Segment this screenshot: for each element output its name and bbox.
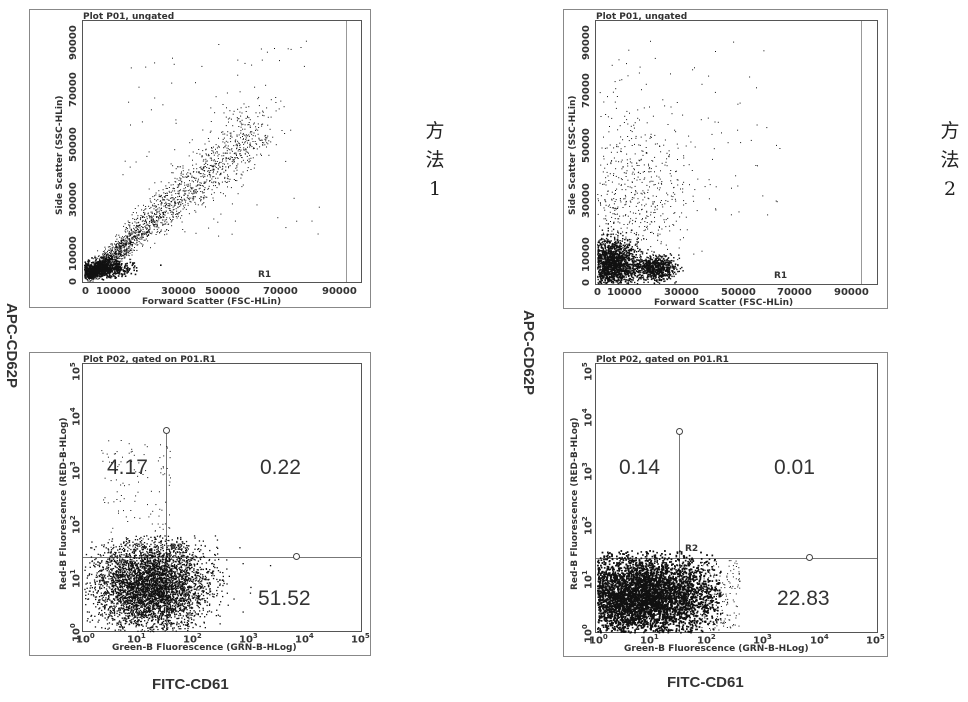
log-y-tick: 101 xyxy=(581,570,594,589)
log-x-tick: 105 xyxy=(351,632,370,645)
y-tick: 70000 xyxy=(581,73,592,108)
method-char: 法 xyxy=(422,146,448,175)
log-y-tick: 105 xyxy=(581,362,594,381)
r1-gate-line xyxy=(861,21,862,284)
method-char: 法 xyxy=(937,146,963,175)
log-x-tick: 104 xyxy=(810,633,829,646)
gate-handle-icon[interactable] xyxy=(806,554,813,561)
x-tick: 90000 xyxy=(834,287,869,298)
quadrant-upper-left-value: 4.17 xyxy=(107,456,148,480)
log-y-tick: 100 xyxy=(69,623,82,642)
method-char: 方 xyxy=(937,117,963,146)
method-char: 方 xyxy=(422,117,448,146)
region-r1-label: R1 xyxy=(774,271,787,281)
log-y-tick: 100 xyxy=(581,624,594,643)
y-side-label-right: APC-CD62P xyxy=(520,310,537,395)
log-x-tick: 102 xyxy=(697,633,716,646)
y-tick: 0 xyxy=(581,279,592,286)
quad-y-axis-title: Red-B Fluorescence (RED-B-HLog) xyxy=(570,417,580,590)
y-tick: 90000 xyxy=(581,25,592,60)
log-y-tick: 103 xyxy=(581,462,594,481)
x-tick: 10000 xyxy=(96,286,131,297)
y-tick: 10000 xyxy=(581,237,592,272)
log-y-tick: 104 xyxy=(581,408,594,427)
x-tick: 0 xyxy=(82,286,89,297)
quad-horizontal-gate xyxy=(596,558,877,559)
log-y-tick: 104 xyxy=(69,407,82,426)
x-tick: 70000 xyxy=(777,287,812,298)
r1-gate-line xyxy=(346,21,347,282)
log-y-tick: 105 xyxy=(69,362,82,381)
quadrant-lower-right-value: 51.52 xyxy=(258,587,311,611)
log-x-tick: 101 xyxy=(127,632,146,645)
x-bottom-label-right: FITC-CD61 xyxy=(667,674,744,691)
quadrant-upper-left-value: 0.14 xyxy=(619,456,660,480)
y-tick: 50000 xyxy=(581,128,592,163)
scatter-plot-area-1 xyxy=(82,20,362,283)
log-y-tick: 102 xyxy=(69,515,82,534)
quadrant-upper-right-value: 0.01 xyxy=(774,456,815,480)
scatter-x-axis-title: Forward Scatter (FSC-HLin) xyxy=(654,298,793,308)
log-x-tick: 104 xyxy=(295,632,314,645)
scatter-x-axis-title: Forward Scatter (FSC-HLin) xyxy=(142,297,281,307)
x-tick: 70000 xyxy=(263,286,298,297)
quad-vertical-gate xyxy=(679,430,680,633)
x-tick: 30000 xyxy=(664,287,699,298)
region-r2-label: R2 xyxy=(170,543,183,553)
scatter-y-axis-title: Side Scatter (SSC-HLin) xyxy=(568,95,578,215)
log-x-tick: 102 xyxy=(183,632,202,645)
y-tick: 30000 xyxy=(68,182,79,217)
gate-handle-icon[interactable] xyxy=(676,428,683,435)
gate-handle-icon[interactable] xyxy=(163,427,170,434)
quad-y-axis-title: Red-B Fluorescence (RED-B-HLog) xyxy=(59,417,69,590)
method-2-label: 方 法 2 xyxy=(937,117,963,204)
quad-horizontal-gate xyxy=(83,557,362,558)
log-x-tick: 105 xyxy=(866,633,885,646)
x-tick: 30000 xyxy=(161,286,196,297)
y-tick: 50000 xyxy=(68,127,79,162)
x-tick: 90000 xyxy=(322,286,357,297)
y-side-label-left: APC-CD62P xyxy=(3,303,20,388)
y-tick: 70000 xyxy=(68,72,79,107)
x-tick: 10000 xyxy=(607,287,642,298)
log-x-tick: 103 xyxy=(753,633,772,646)
log-y-tick: 101 xyxy=(69,569,82,588)
method-char: 1 xyxy=(422,175,448,204)
log-y-tick: 103 xyxy=(69,461,82,480)
x-tick: 0 xyxy=(594,287,601,298)
y-tick: 10000 xyxy=(68,236,79,271)
scatter-y-axis-title: Side Scatter (SSC-HLin) xyxy=(55,95,65,215)
region-r1-label: R1 xyxy=(258,270,271,280)
x-tick: 50000 xyxy=(721,287,756,298)
quadrant-upper-right-value: 0.22 xyxy=(260,456,301,480)
gate-handle-icon[interactable] xyxy=(293,553,300,560)
y-tick: 0 xyxy=(68,278,79,285)
region-r2-label: R2 xyxy=(685,544,698,554)
scatter-plot-area-2 xyxy=(595,20,878,285)
log-y-tick: 102 xyxy=(581,516,594,535)
log-x-tick: 103 xyxy=(239,632,258,645)
x-bottom-label-left: FITC-CD61 xyxy=(152,676,229,693)
y-tick: 90000 xyxy=(68,25,79,60)
y-tick: 30000 xyxy=(581,183,592,218)
log-x-tick: 101 xyxy=(640,633,659,646)
method-char: 2 xyxy=(937,175,963,204)
quad-plot-area-1 xyxy=(82,363,362,632)
method-1-label: 方 法 1 xyxy=(422,117,448,204)
x-tick: 50000 xyxy=(205,286,240,297)
quad-plot-area-2 xyxy=(595,363,878,633)
quadrant-lower-right-value: 22.83 xyxy=(777,587,830,611)
quad-vertical-gate xyxy=(166,430,167,632)
